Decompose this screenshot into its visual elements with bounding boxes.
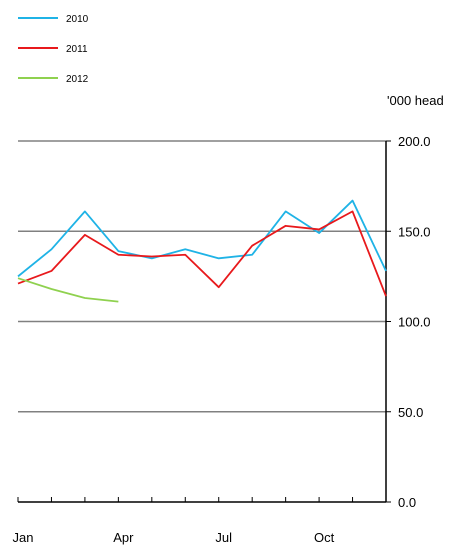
x-tick-label: Oct — [314, 530, 335, 545]
series-line-2010 — [17, 199, 387, 278]
legend-label-2012: 2012 — [66, 74, 89, 85]
y-tick-label: 150.0 — [398, 224, 431, 239]
x-tick-label: Jan — [13, 530, 34, 545]
series-lines — [17, 199, 387, 303]
y-tick-label: 200.0 — [398, 134, 431, 149]
y-tick-label: 0.0 — [398, 495, 416, 510]
legend-item-2012: 2012 — [18, 74, 89, 85]
x-tick-label: Jul — [215, 530, 232, 545]
legend-item-2010: 2010 — [18, 14, 89, 25]
legend: 2010 2011 2012 — [18, 14, 89, 85]
series-line-2011 — [17, 210, 387, 297]
gridlines — [18, 140, 386, 413]
legend-label-2011: 2011 — [66, 44, 88, 55]
legend-item-2011: 2011 — [18, 44, 88, 55]
legend-label-2010: 2010 — [66, 14, 89, 25]
x-tick-label: Apr — [113, 530, 134, 545]
y-tick-label: 100.0 — [398, 315, 431, 330]
series-line-2012 — [17, 277, 119, 303]
y-tick-labels: 0.0 50.0 100.0 150.0 200.0 — [386, 134, 431, 510]
y-axis-unit-label: '000 head — [387, 93, 444, 108]
y-tick-label: 50.0 — [398, 405, 423, 420]
x-tick-labels: Jan Apr Jul Oct — [13, 497, 387, 545]
